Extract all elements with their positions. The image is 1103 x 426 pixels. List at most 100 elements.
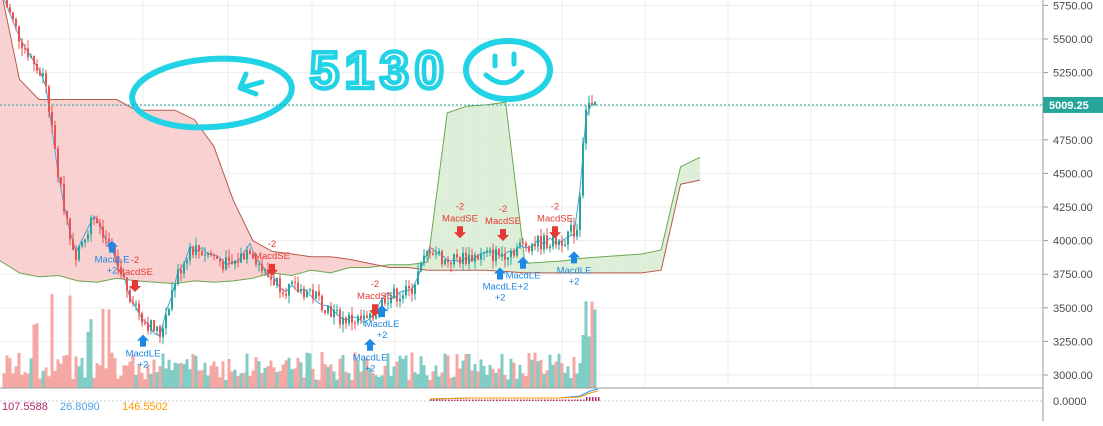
signal-label: MacdSE: [117, 267, 153, 278]
volume-bar: [203, 362, 207, 388]
candle-body: [180, 269, 182, 274]
signal-qty: -2: [131, 255, 139, 266]
candle-body: [399, 298, 401, 302]
candle-body: [582, 143, 584, 196]
macd-histogram-bar: [559, 399, 561, 401]
volume-bar: [416, 374, 420, 388]
candle-body: [594, 101, 596, 106]
volume-bar: [371, 372, 375, 388]
cloud-segment: [641, 250, 662, 273]
macd-histogram-bar: [463, 399, 465, 401]
candle-body: [552, 233, 554, 247]
candle-body: [9, 7, 11, 13]
volume-bar: [95, 363, 99, 388]
candle-body: [84, 239, 86, 243]
candle-body: [348, 314, 350, 324]
volume-bar: [263, 367, 267, 388]
volume-bar: [131, 354, 135, 388]
macd-histogram: [430, 397, 600, 401]
arrow-down-icon: [129, 280, 141, 293]
candle-body: [459, 257, 461, 264]
volume-bar: [110, 352, 114, 388]
volume-bar: [23, 372, 27, 388]
candle-body: [456, 254, 458, 258]
candle-body: [516, 247, 518, 256]
volume-bar: [212, 361, 216, 388]
volume-bar: [584, 301, 588, 388]
volume-bar: [20, 374, 24, 388]
indicator-value-3: 146.5502: [122, 401, 168, 413]
signal-buy: MacdLE+2: [353, 338, 387, 375]
signal-label: MacdSE: [485, 216, 521, 227]
macd-histogram-bar: [568, 399, 570, 401]
volume-bar: [176, 363, 180, 388]
candle-body: [279, 278, 281, 293]
cloud-segment: [233, 200, 253, 281]
volume-bar: [578, 362, 582, 388]
volume-bar: [41, 370, 45, 388]
candle-body: [510, 250, 512, 258]
price-axis-label: 5750.00: [1053, 0, 1093, 12]
volume-bar: [545, 370, 549, 388]
cloud-segment: [175, 110, 195, 284]
candle-body: [33, 55, 35, 64]
volume-bar: [587, 336, 591, 388]
volume-bar: [269, 360, 273, 388]
candle-body: [501, 253, 503, 256]
macd-histogram-bar: [571, 399, 573, 401]
candle-body: [225, 257, 227, 270]
candle-body: [531, 244, 533, 252]
cloud-segment: [116, 99, 137, 281]
candle-body: [327, 306, 329, 313]
volume-bar: [116, 378, 120, 388]
macd-histogram-bar: [574, 399, 576, 401]
candle-body: [291, 281, 293, 284]
candle-body: [405, 285, 407, 296]
volume-bar: [17, 352, 21, 388]
signal-label: MacdSE: [537, 213, 573, 224]
macd-pane: 107.5588 26.8090 146.5502: [0, 387, 1043, 413]
candle-body: [117, 256, 119, 268]
candle-body: [465, 252, 467, 264]
candle-body: [186, 260, 188, 264]
macd-histogram-bar: [553, 399, 555, 401]
cloud-segment: [544, 260, 564, 273]
candle-body: [36, 63, 38, 71]
volume-bar: [173, 362, 177, 388]
candle-body: [486, 250, 488, 253]
macd-histogram-bar: [550, 399, 552, 401]
candle-body: [270, 276, 272, 280]
volume-bar: [38, 378, 42, 388]
macd-histogram-bar: [448, 399, 450, 401]
candle-body: [411, 288, 413, 294]
volume-bar: [479, 359, 483, 388]
volume-bar: [104, 368, 108, 388]
volume-bar: [548, 354, 552, 388]
volume-bar: [80, 357, 84, 388]
candle-body: [546, 235, 548, 249]
price-axis-label: 3000.00: [1053, 370, 1093, 382]
volume-bar: [242, 372, 246, 388]
volume-bar: [155, 372, 159, 388]
candle-body: [354, 322, 356, 324]
macd-histogram-bar: [583, 399, 585, 401]
signal-qty: +2: [138, 360, 149, 371]
price-axis[interactable]: 5750.005500.005250.005000.004750.004500.…: [1042, 0, 1093, 421]
volume-bar: [554, 361, 558, 388]
volume-bar: [245, 353, 249, 388]
volume-bar: [452, 376, 456, 388]
candle-body: [333, 309, 335, 318]
arrow-up-icon: [494, 267, 506, 280]
macd-histogram-bar: [466, 399, 468, 401]
volume-bar: [296, 357, 300, 388]
candle-body: [261, 264, 263, 272]
macd-histogram-bar: [433, 399, 435, 401]
candle-body: [558, 240, 560, 245]
candle-body: [555, 233, 557, 245]
volume-bar: [29, 358, 33, 388]
candle-body: [294, 281, 296, 283]
cloud-segment: [563, 258, 584, 273]
macd-histogram-bar: [535, 399, 537, 401]
